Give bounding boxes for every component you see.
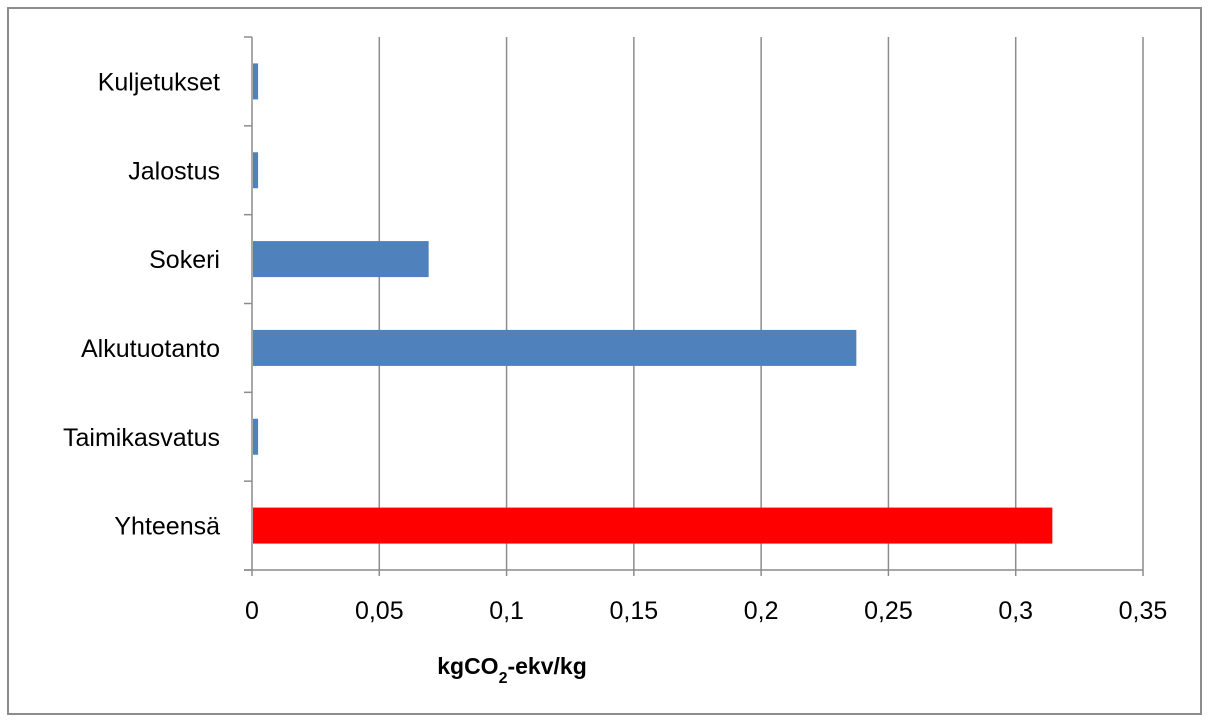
gridlines bbox=[378, 37, 1144, 570]
x-tick-label: 0,2 bbox=[744, 597, 779, 625]
x-axis-title-rest: -ekv/kg bbox=[507, 653, 586, 679]
category-label: Taimikasvatus bbox=[63, 424, 220, 452]
bar-yhteens- bbox=[253, 507, 1053, 544]
labels: 0 0,05 0,1 0,15 0,2 0,25 0,3 0,35 Kuljetukset Jal… bbox=[63, 68, 1167, 625]
x-tick-label: 0,3 bbox=[998, 597, 1033, 625]
category-label: Kuljetukset bbox=[98, 68, 220, 96]
x-tick-label: 0,15 bbox=[610, 597, 659, 625]
category-label: Yhteensä bbox=[114, 513, 220, 541]
x-tick-label: 0,35 bbox=[1119, 597, 1168, 625]
axes bbox=[244, 36, 1144, 576]
bars bbox=[253, 63, 1053, 544]
x-tick-label: 0 bbox=[245, 597, 259, 625]
x-axis-title: kgCO2-ekv/kg bbox=[437, 653, 587, 687]
category-label: Alkutuotanto bbox=[81, 335, 220, 363]
category-label: Sokeri bbox=[149, 246, 220, 274]
x-tick-label: 0,05 bbox=[355, 597, 404, 625]
x-axis-title-main: kgCO bbox=[437, 653, 498, 679]
category-label: Jalostus bbox=[128, 157, 220, 185]
bar-alkutuotanto bbox=[253, 329, 857, 366]
x-tick-label: 0,1 bbox=[489, 597, 524, 625]
bar-taimikasvatus bbox=[253, 418, 259, 455]
x-tick-label: 0,25 bbox=[864, 597, 913, 625]
bar-sokeri bbox=[253, 241, 429, 278]
bar-jalostus bbox=[253, 152, 259, 189]
bar-kuljetukset bbox=[253, 63, 259, 100]
x-axis-title-sub: 2 bbox=[499, 670, 508, 687]
